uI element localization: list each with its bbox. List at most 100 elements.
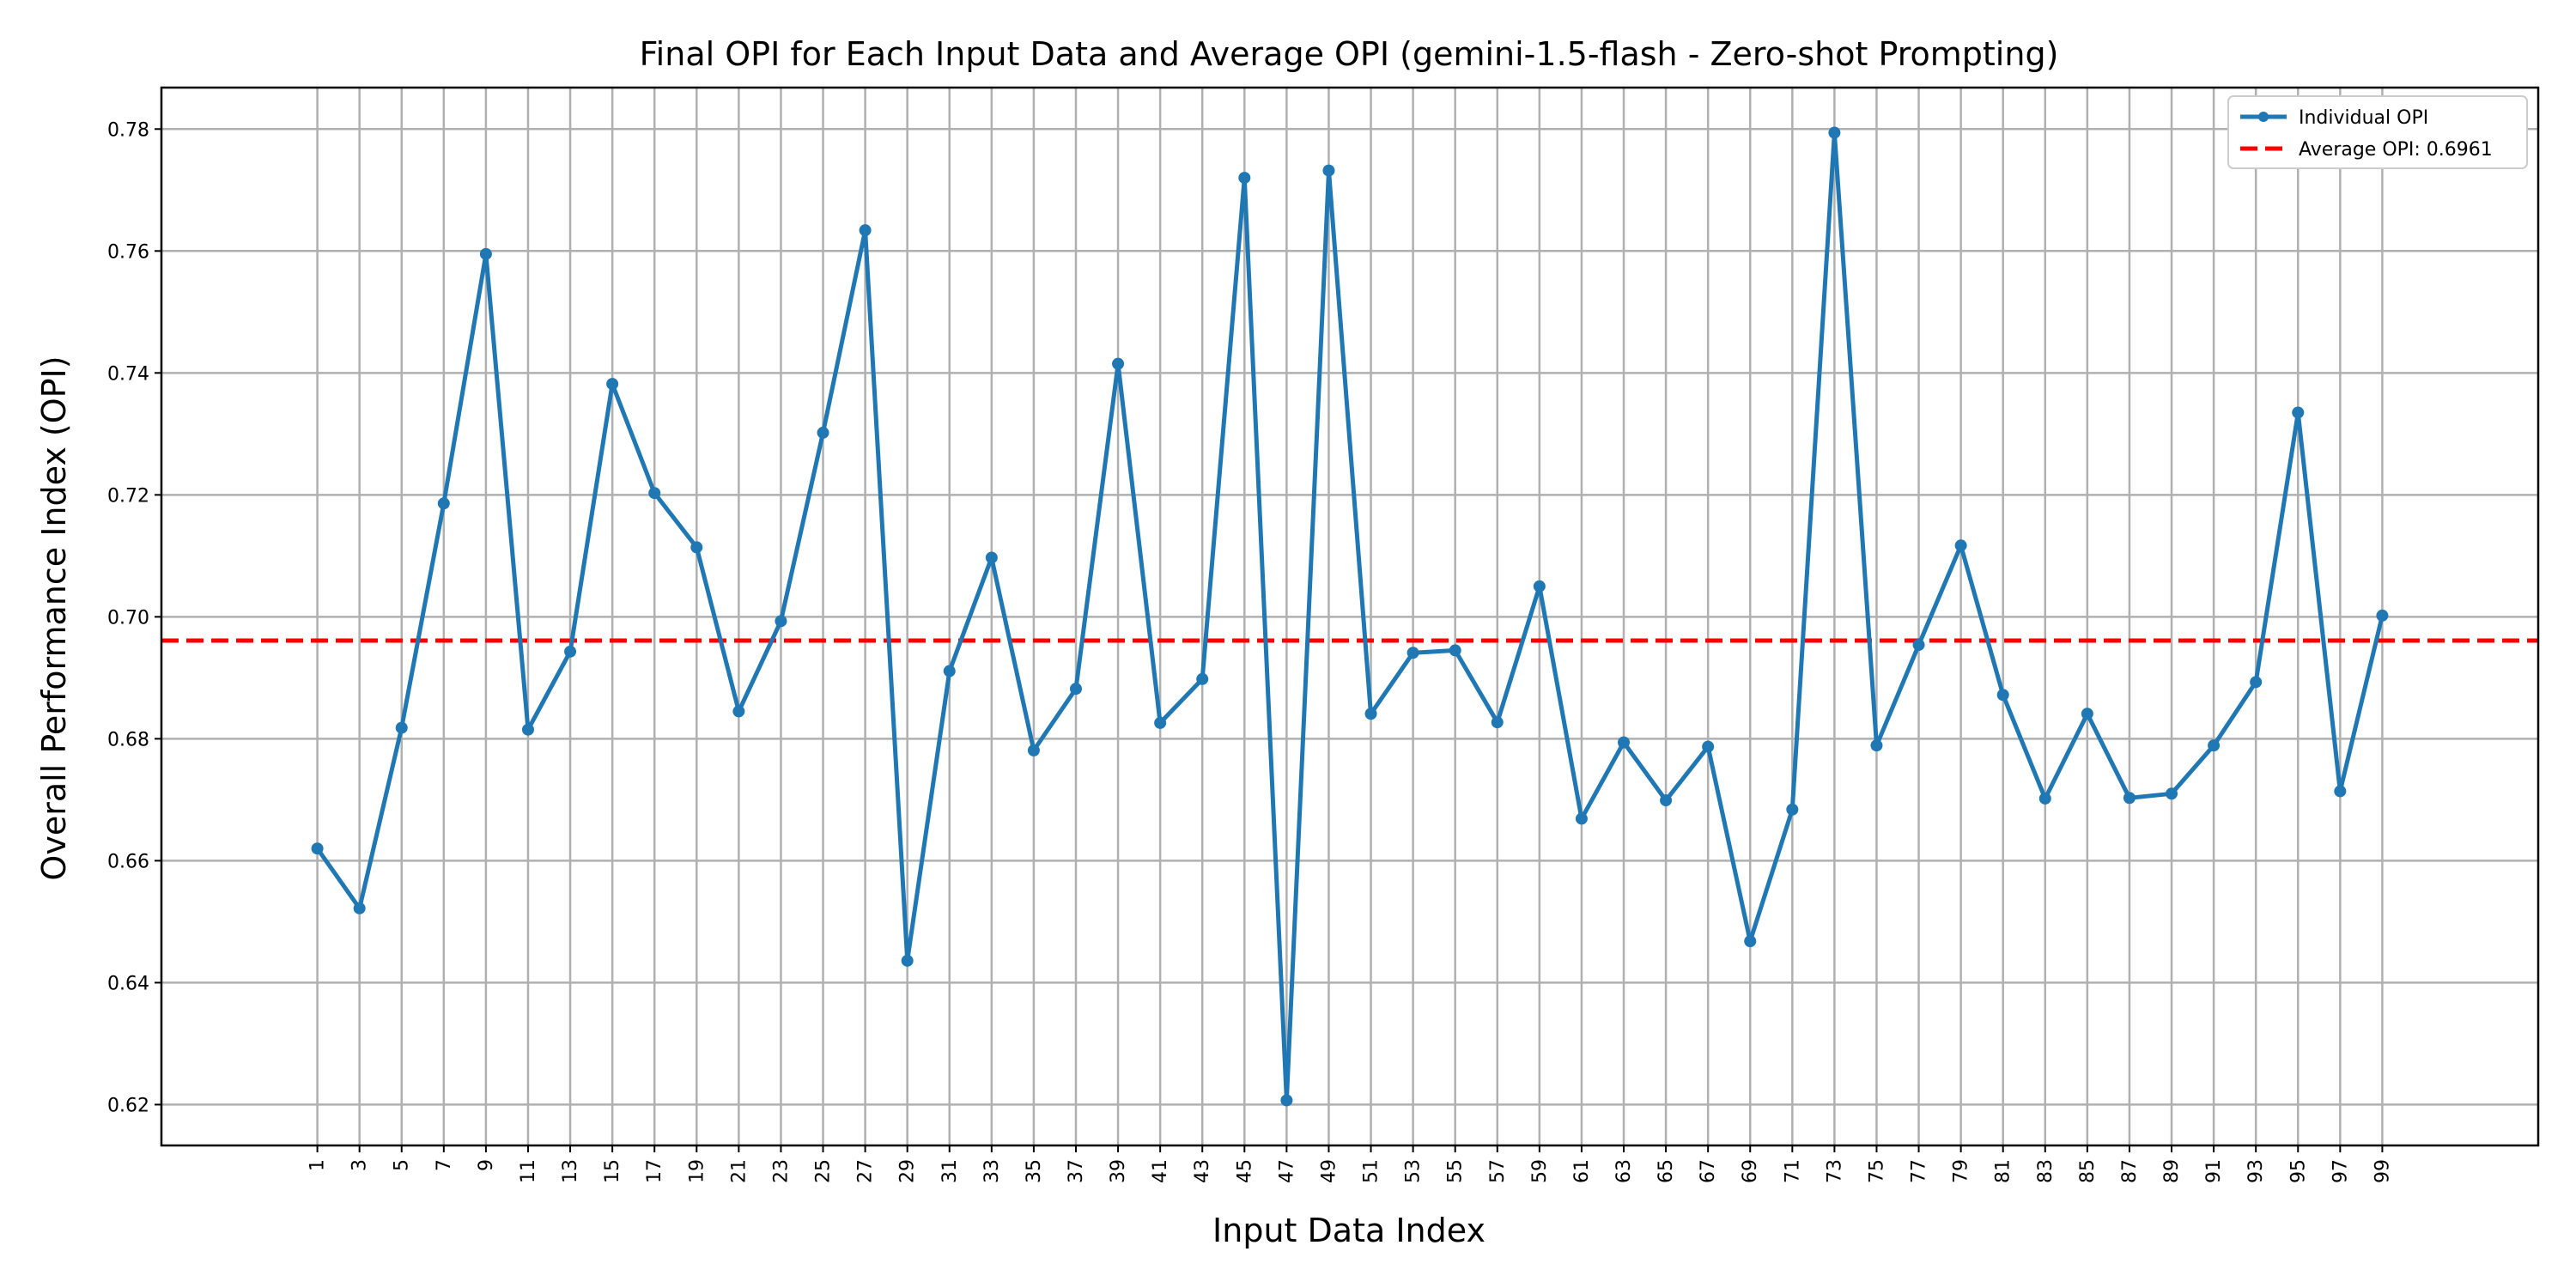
opi-data-point [437, 497, 450, 510]
x-tick-label: 15 [602, 1159, 623, 1183]
opi-data-point [1912, 639, 1925, 652]
x-tick-label: 41 [1150, 1159, 1171, 1183]
x-tick-label: 61 [1571, 1159, 1593, 1183]
opi-data-point [395, 721, 408, 734]
x-tick-label: 63 [1613, 1159, 1635, 1183]
opi-data-point [1491, 716, 1504, 729]
opi-data-point [859, 224, 872, 237]
opi-data-point [1996, 689, 2009, 702]
opi-data-point [606, 378, 619, 391]
opi-data-point [1406, 647, 1419, 659]
x-tick-label: 19 [686, 1159, 708, 1183]
x-tick-label: 99 [2372, 1159, 2393, 1183]
x-tick-label: 97 [2330, 1159, 2351, 1183]
opi-data-point [732, 705, 745, 718]
x-tick-label: 43 [1192, 1159, 1213, 1183]
chart-legend: Individual OPI Average OPI: 0.6961 [2227, 95, 2528, 169]
y-tick-label: 0.68 [107, 729, 149, 750]
opi-data-point [1870, 739, 1883, 752]
x-tick-label: 31 [939, 1159, 961, 1183]
opi-data-point [1027, 744, 1040, 756]
opi-data-point [2081, 708, 2093, 720]
opi-data-point [1533, 580, 1546, 592]
opi-data-point [775, 615, 787, 628]
x-tick-label: 89 [2161, 1159, 2183, 1183]
x-tick-label: 67 [1698, 1159, 1719, 1183]
x-tick-label: 33 [981, 1159, 1003, 1183]
x-tick-label: 93 [2245, 1159, 2267, 1183]
opi-data-point [1322, 164, 1335, 177]
opi-data-point [901, 954, 914, 967]
y-tick-label: 0.66 [107, 851, 149, 872]
opi-data-point [1786, 803, 1799, 816]
x-tick-label: 7 [434, 1159, 455, 1171]
grid-lines [161, 88, 2538, 1145]
opi-data-point [521, 723, 534, 736]
opi-data-point [1954, 539, 1967, 552]
y-tick-label: 0.70 [107, 607, 149, 629]
x-tick-label: 5 [392, 1159, 413, 1171]
opi-data-point [1280, 1094, 1293, 1107]
opi-data-point [1449, 644, 1461, 657]
opi-data-point [2166, 787, 2178, 800]
opi-data-point [2250, 676, 2263, 689]
opi-data-point [648, 487, 661, 500]
opi-data-point [2292, 406, 2305, 419]
x-tick-label: 37 [1066, 1159, 1087, 1183]
opi-data-point [1744, 935, 1757, 948]
opi-data-point [353, 902, 366, 914]
opi-data-point [1069, 683, 1082, 696]
x-tick-label: 65 [1656, 1159, 1677, 1183]
opi-data-point [985, 551, 998, 564]
opi-data-point [311, 842, 324, 855]
opi-data-point [1112, 357, 1125, 370]
chart-title: Final OPI for Each Input Data and Averag… [640, 35, 2059, 73]
x-tick-label: 39 [1108, 1159, 1129, 1183]
series-layer [311, 126, 2389, 1107]
x-tick-label: 25 [813, 1159, 835, 1183]
opi-data-point [817, 426, 829, 439]
x-tick-label: 3 [349, 1159, 371, 1171]
x-tick-label: 83 [2035, 1159, 2057, 1183]
opi-data-point [2376, 609, 2389, 622]
y-tick-label: 0.64 [107, 973, 149, 994]
x-tick-label: 21 [728, 1159, 750, 1183]
x-tick-label: 45 [1234, 1159, 1255, 1183]
x-tick-label: 17 [644, 1159, 665, 1183]
x-tick-label: 49 [1318, 1159, 1340, 1183]
x-tick-label: 87 [2119, 1159, 2141, 1183]
opi-data-point [1196, 672, 1209, 685]
legend-label-individual: Individual OPI [2299, 107, 2428, 129]
x-tick-label: 47 [1276, 1159, 1297, 1183]
x-tick-label: 51 [1361, 1159, 1382, 1183]
individual-opi-line [315, 131, 2385, 1103]
opi-data-point [690, 541, 703, 554]
y-tick-label: 0.62 [107, 1095, 149, 1116]
opi-data-point [2334, 785, 2347, 798]
x-tick-label: 59 [1529, 1159, 1551, 1183]
x-tick-label: 1 [307, 1159, 329, 1171]
x-tick-label: 95 [2287, 1159, 2309, 1183]
x-tick-label: 73 [1824, 1159, 1845, 1183]
x-tick-label: 55 [1445, 1159, 1467, 1183]
x-tick-label: 71 [1782, 1159, 1803, 1183]
x-tick-label: 69 [1740, 1159, 1761, 1183]
x-tick-label: 57 [1487, 1159, 1509, 1183]
x-tick-label: 85 [2077, 1159, 2099, 1183]
x-tick-label: 23 [770, 1159, 792, 1183]
x-tick-label: 79 [1951, 1159, 1972, 1183]
opi-data-point [1575, 812, 1588, 825]
opi-data-point [479, 247, 492, 260]
x-tick-label: 77 [1909, 1159, 1930, 1183]
x-tick-label: 27 [855, 1159, 877, 1183]
y-tick-label: 0.72 [107, 485, 149, 507]
y-axis-ticks: 0.62 0.64 0.66 0.68 0.70 0.72 0.74 0.76 0.78 [107, 119, 161, 1116]
opi-data-point [1660, 794, 1673, 807]
opi-data-point [2123, 792, 2136, 805]
opi-data-point [2208, 739, 2221, 752]
y-axis-label: Overall Performance Index (OPI) [35, 355, 73, 880]
y-tick-label: 0.74 [107, 363, 149, 385]
x-tick-label: 13 [560, 1159, 581, 1183]
